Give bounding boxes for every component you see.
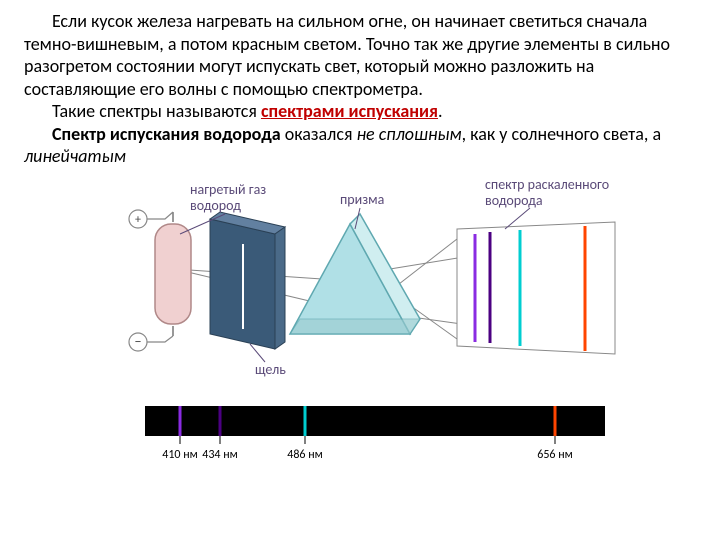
- em-spectra: спектрами испускания: [261, 100, 438, 122]
- discharge-tube-icon: [155, 212, 191, 336]
- wl-656: 656 нм: [537, 448, 573, 462]
- label-prism: призма: [340, 191, 384, 208]
- spectrometer-diagram: + − нагретый газ водород призма спектр р…: [60, 174, 660, 474]
- wl-410: 410 нм: [162, 448, 198, 462]
- text-mid2: , как у солнечного света, а: [462, 123, 661, 145]
- minus-icon: −: [135, 333, 142, 350]
- plus-icon: +: [135, 213, 141, 227]
- label-gas-1: нагретый газ: [190, 181, 266, 198]
- hydrogen-bold: Спектр испускания водорода: [52, 123, 281, 145]
- prism-icon: [290, 214, 420, 334]
- label-spectrum-2: водорода: [485, 192, 543, 209]
- text-intro: Если кусок железа нагревать на сильном о…: [24, 10, 670, 100]
- slit-icon: [210, 212, 285, 349]
- label-gas-2: водород: [190, 197, 241, 214]
- label-spectrum-1: спектр раскаленного: [485, 176, 609, 193]
- label-slit: щель: [255, 361, 286, 378]
- italic-1: не сплошным: [357, 123, 462, 145]
- wl-486: 486 нм: [287, 448, 323, 462]
- italic-2: линейчатым: [24, 145, 126, 167]
- spectrum-bar: 410 нм 434 нм 486 нм 656 нм: [145, 406, 605, 462]
- text-pre-em: Такие спектры называются: [52, 100, 261, 122]
- text-post-em: .: [438, 100, 443, 122]
- wl-434: 434 нм: [202, 448, 238, 462]
- text-mid1: оказался: [281, 123, 357, 145]
